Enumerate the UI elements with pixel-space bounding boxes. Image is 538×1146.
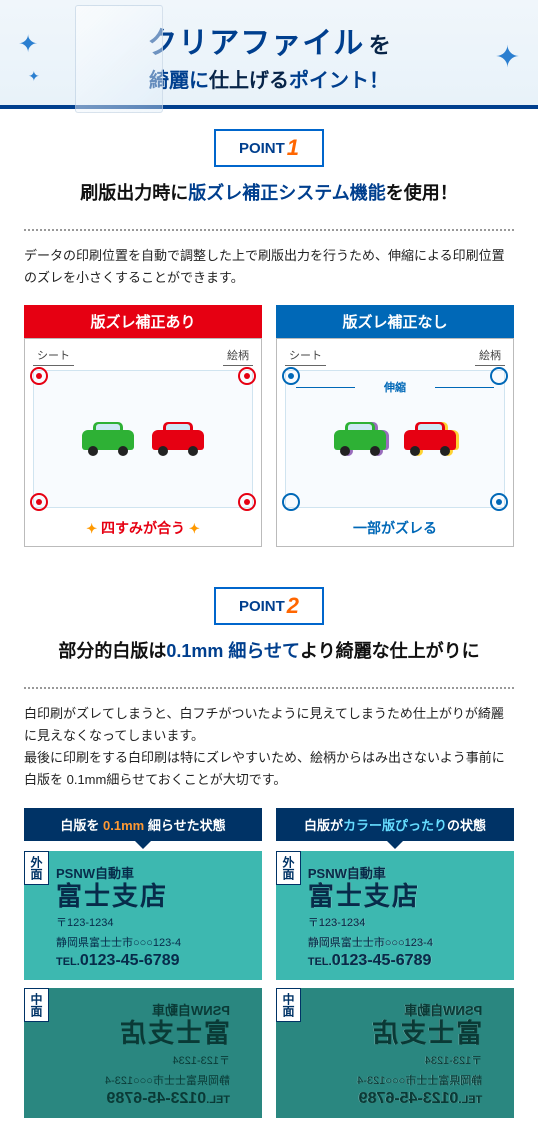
stretch-label: 伸縮 <box>296 379 494 395</box>
tel-label: TEL. <box>56 956 80 968</box>
card-address: 静岡県富士士市○○○123-4 <box>56 934 248 950</box>
card-zip: 〒123-1234 <box>56 914 248 930</box>
car-icon <box>334 422 386 456</box>
thin-white-head: 白版を 0.1mm 細らせた状態 <box>24 808 262 841</box>
card-branch: 富士支店 <box>38 1019 230 1048</box>
divider <box>24 229 514 231</box>
card-tel: 0123-45-6789 <box>80 952 180 969</box>
without-caption: 一部がズレる <box>285 518 505 538</box>
point1-section: POINT1 刷版出力時に版ズレ補正システム機能を使用！ <box>0 109 538 229</box>
card-company: PSNW自動車 <box>38 1000 230 1019</box>
point-label: POINT <box>239 140 285 157</box>
point1-title: 刷版出力時に版ズレ補正システム機能を使用！ <box>24 179 514 205</box>
thin-white-col: 白版を 0.1mm 細らせた状態 外面 PSNW自動車 富士支店 〒123-12… <box>24 808 262 1126</box>
title-particle: を <box>369 33 391 58</box>
business-card-inner: 中面 PSNW自動車 富士支店 〒123-1234 静岡県富士士市○○○123-… <box>276 988 514 1118</box>
point-number: 1 <box>287 135 299 160</box>
label-art: 絵柄 <box>223 347 253 366</box>
sheet-diagram <box>33 370 253 508</box>
tel-label: TEL. <box>308 956 332 968</box>
head-hl: 0.1mm <box>103 818 144 833</box>
tel-label: TEL. <box>458 1094 482 1106</box>
sparkle-icon: ✦ <box>18 30 38 59</box>
tel-label: TEL. <box>206 1094 230 1106</box>
side-label-outer: 外面 <box>276 851 301 885</box>
car-icon <box>152 422 204 456</box>
sheet-diagram: 伸縮 <box>285 370 505 508</box>
sparkle-icon: ✦ <box>495 40 520 75</box>
corner-marker <box>282 493 300 511</box>
exact-white-col: 白版がカラー版ぴったりの状態 外面 PSNW自動車 富士支店 〒123-1234… <box>276 808 514 1126</box>
point-badge-2: POINT2 <box>214 587 324 625</box>
with-correction-box: シート 絵柄 ✦ 四すみが合う ✦ <box>24 338 262 547</box>
title-highlight: 0.1mm 細らせて <box>166 641 300 661</box>
title-highlight: 版ズレ補正システム機能 <box>188 183 385 203</box>
label-sheet: シート <box>33 347 74 366</box>
business-card-inner: 中面 PSNW自動車 富士支店 〒123-1234 静岡県富士士市○○○123-… <box>24 988 262 1118</box>
card-zip: 〒123-1234 <box>38 1052 230 1068</box>
corner-marker <box>30 367 48 385</box>
car-icon <box>404 422 456 456</box>
corner-marker <box>238 493 256 511</box>
card-zip: 〒123-1234 <box>308 914 500 930</box>
divider <box>24 687 514 689</box>
label-art: 絵柄 <box>475 347 505 366</box>
point-number: 2 <box>287 593 299 618</box>
card-tel: 0123-45-6789 <box>332 952 432 969</box>
label-sheet: シート <box>285 347 326 366</box>
card-address: 静岡県富士士市○○○123-4 <box>38 1072 230 1088</box>
point-label: POINT <box>239 598 285 615</box>
head-hl: カラー版ぴったり <box>343 818 447 833</box>
business-card-outer: 外面 PSNW自動車 富士支店 〒123-1234 静岡県富士士市○○○123-… <box>276 851 514 981</box>
without-correction-head: 版ズレ補正なし <box>276 305 514 338</box>
with-correction-head: 版ズレ補正あり <box>24 305 262 338</box>
car-icon <box>82 422 134 456</box>
with-correction-col: 版ズレ補正あり シート 絵柄 ✦ 四すみが合う ✦ <box>24 305 262 547</box>
card-address: 静岡県富士士市○○○123-4 <box>290 1072 482 1088</box>
card-company: PSNW自動車 <box>308 863 500 882</box>
head-pre: 白版が <box>304 818 343 833</box>
title-post: を使用！ <box>386 183 458 203</box>
subtitle-post: ポイント！ <box>289 70 389 92</box>
without-correction-box: シート 絵柄 伸縮 一部がズレる <box>276 338 514 547</box>
point2-comparison: 白版を 0.1mm 細らせた状態 外面 PSNW自動車 富士支店 〒123-12… <box>0 808 538 1146</box>
card-address: 静岡県富士士市○○○123-4 <box>308 934 500 950</box>
card-zip: 〒123-1234 <box>290 1052 482 1068</box>
point1-desc: データの印刷位置を自動で調整した上で刷版出力を行うため、伸縮による印刷位置のズレ… <box>0 245 538 305</box>
clearfile-icon <box>75 5 163 113</box>
exact-white-head: 白版がカラー版ぴったりの状態 <box>276 808 514 841</box>
card-branch: 富士支店 <box>308 882 500 911</box>
point2-title: 部分的白版は0.1mm 細らせてより綺麗な仕上がりに <box>24 637 514 663</box>
caption-text: 四すみが合う <box>101 520 185 536</box>
title-pre: 部分的白版は <box>58 641 166 661</box>
with-caption: ✦ 四すみが合う ✦ <box>33 518 253 538</box>
point-badge-1: POINT1 <box>214 129 324 167</box>
sparkle-icon: ✦ <box>28 68 40 85</box>
header-banner: ✦ ✦ ✦ クリアファイル を 綺麗に仕上げるポイント！ <box>0 0 538 109</box>
title-main: クリアファイル <box>147 27 364 60</box>
head-post: の状態 <box>447 818 486 833</box>
card-branch: 富士支店 <box>290 1019 482 1048</box>
card-tel: 0123-45-6789 <box>107 1090 207 1107</box>
corner-marker <box>30 493 48 511</box>
corner-marker <box>490 493 508 511</box>
point1-comparison: 版ズレ補正あり シート 絵柄 ✦ 四すみが合う ✦ 版ズレ補正なし シート 絵柄 伸… <box>0 305 538 567</box>
without-correction-col: 版ズレ補正なし シート 絵柄 伸縮 一部がズレる <box>276 305 514 547</box>
corner-marker <box>490 367 508 385</box>
card-tel: 0123-45-6789 <box>359 1090 459 1107</box>
card-branch: 富士支店 <box>56 882 248 911</box>
head-post: 細らせた状態 <box>148 818 226 833</box>
title-pre: 刷版出力時に <box>80 183 188 203</box>
head-pre: 白版を <box>60 818 99 833</box>
point2-desc: 白印刷がズレてしまうと、白フチがついたように見えてしまうため仕上がりが綺麗に見え… <box>0 703 538 807</box>
side-label-outer: 外面 <box>24 851 49 885</box>
business-card-outer: 外面 PSNW自動車 富士支店 〒123-1234 静岡県富士士市○○○123-… <box>24 851 262 981</box>
point2-section: POINT2 部分的白版は0.1mm 細らせてより綺麗な仕上がりに <box>0 567 538 687</box>
card-company: PSNW自動車 <box>290 1000 482 1019</box>
title-post: より綺麗な仕上がりに <box>300 641 480 661</box>
corner-marker <box>238 367 256 385</box>
subtitle-mid: 仕上げる <box>209 70 289 92</box>
card-company: PSNW自動車 <box>56 863 248 882</box>
